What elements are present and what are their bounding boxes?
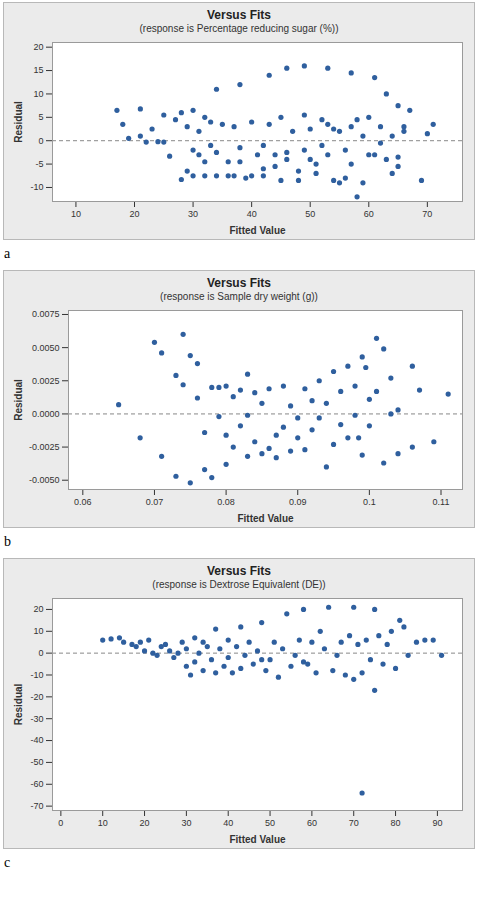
svg-text:0.06: 0.06 (74, 497, 92, 507)
svg-text:-10: -10 (30, 182, 43, 192)
svg-text:80: 80 (391, 818, 401, 828)
svg-text:10: 10 (71, 209, 81, 219)
svg-text:Residual: Residual (13, 379, 24, 421)
svg-text:10: 10 (98, 818, 108, 828)
html-text:Versus Fits: Versus Fits (207, 564, 271, 578)
svg-text:10: 10 (33, 89, 43, 99)
svg-text:0.0000: 0.0000 (32, 409, 60, 419)
svg-text:40: 40 (223, 818, 233, 828)
svg-text:-0.0025: -0.0025 (29, 442, 60, 452)
svg-text:-40: -40 (30, 735, 43, 745)
svg-text:Residual: Residual (13, 101, 24, 143)
svg-text:0: 0 (38, 136, 43, 146)
svg-text:70: 70 (422, 209, 432, 219)
svg-text:60: 60 (307, 818, 317, 828)
svg-text:5: 5 (38, 112, 43, 122)
svg-text:20: 20 (33, 42, 43, 52)
svg-text:Fitted Value: Fitted Value (237, 513, 294, 524)
html-text:c: c (4, 855, 11, 870)
svg-text:-5: -5 (35, 159, 43, 169)
html-text:(response is Percentage reduci: (response is Percentage reducing sugar (… (139, 23, 339, 34)
html-text:b: b (4, 534, 11, 549)
svg-text:15: 15 (33, 65, 43, 75)
svg-text:50: 50 (265, 818, 275, 828)
svg-text:30: 30 (188, 209, 198, 219)
svg-text:0.09: 0.09 (289, 497, 307, 507)
svg-text:0: 0 (38, 648, 43, 658)
svg-text:10: 10 (33, 626, 43, 636)
svg-text:20: 20 (129, 209, 139, 219)
svg-text:0: 0 (58, 818, 63, 828)
html-text:Versus Fits: Versus Fits (207, 276, 271, 290)
svg-text:-10: -10 (30, 670, 43, 680)
svg-text:60: 60 (364, 209, 374, 219)
svg-text:0.0050: 0.0050 (32, 343, 60, 353)
svg-text:50: 50 (305, 209, 315, 219)
svg-text:40: 40 (247, 209, 257, 219)
svg-text:0.1: 0.1 (363, 497, 376, 507)
svg-text:Residual: Residual (13, 683, 24, 725)
svg-text:70: 70 (349, 818, 359, 828)
html-text:(response is Dextrose Equivale: (response is Dextrose Equivalent (DE)) (152, 579, 326, 590)
svg-text:-50: -50 (30, 757, 43, 767)
svg-text:-30: -30 (30, 714, 43, 724)
svg-text:0.11: 0.11 (433, 497, 450, 507)
svg-text:0.08: 0.08 (217, 497, 235, 507)
svg-text:-60: -60 (30, 779, 43, 789)
html-text:Versus Fits: Versus Fits (207, 8, 271, 22)
html-text:(response is Sample dry weight: (response is Sample dry weight (g)) (160, 291, 318, 302)
svg-text:-0.0050: -0.0050 (29, 475, 60, 485)
svg-text:-20: -20 (30, 692, 43, 702)
html-text:a: a (4, 246, 11, 261)
svg-text:20: 20 (140, 818, 150, 828)
svg-text:90: 90 (432, 818, 442, 828)
svg-text:0.07: 0.07 (146, 497, 164, 507)
svg-text:Fitted Value: Fitted Value (229, 834, 286, 845)
svg-text:30: 30 (181, 818, 191, 828)
svg-text:-70: -70 (30, 801, 43, 811)
svg-text:0.0075: 0.0075 (32, 309, 60, 319)
svg-text:20: 20 (33, 604, 43, 614)
svg-text:Fitted Value: Fitted Value (229, 225, 286, 236)
svg-text:0.0025: 0.0025 (32, 376, 60, 386)
